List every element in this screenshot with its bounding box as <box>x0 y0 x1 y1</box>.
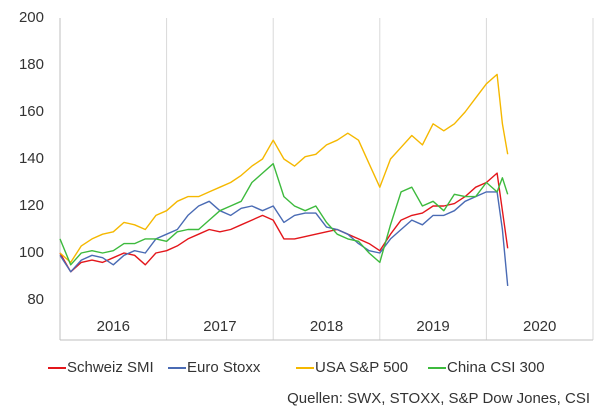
y-tick-label: 120 <box>19 197 44 214</box>
legend-label: USA S&P 500 <box>315 359 408 376</box>
source: Quellen: SWX, STOXX, S&P Dow Jones, CSI <box>287 390 590 407</box>
series-line <box>59 172 509 273</box>
y-tick-label: 200 <box>19 9 44 26</box>
series-line <box>59 73 509 264</box>
y-tick-label: 80 <box>27 291 44 308</box>
x-tick-label: 2020 <box>523 318 556 335</box>
legend-label: Schweiz SMI <box>67 359 154 376</box>
x-tick-label: 2019 <box>416 318 449 335</box>
legend-label: China CSI 300 <box>447 359 545 376</box>
legend-label: Euro Stoxx <box>187 359 261 376</box>
x-tick-label: 2018 <box>310 318 343 335</box>
y-tick-label: 160 <box>19 103 44 120</box>
y-tick-label: 100 <box>19 244 44 261</box>
series-line <box>59 191 509 286</box>
y-tick-label: 180 <box>19 56 44 73</box>
y-tick-label: 140 <box>19 150 44 167</box>
x-tick-label: 2016 <box>97 318 130 335</box>
x-tick-label: 2017 <box>203 318 236 335</box>
series-line <box>59 162 509 266</box>
